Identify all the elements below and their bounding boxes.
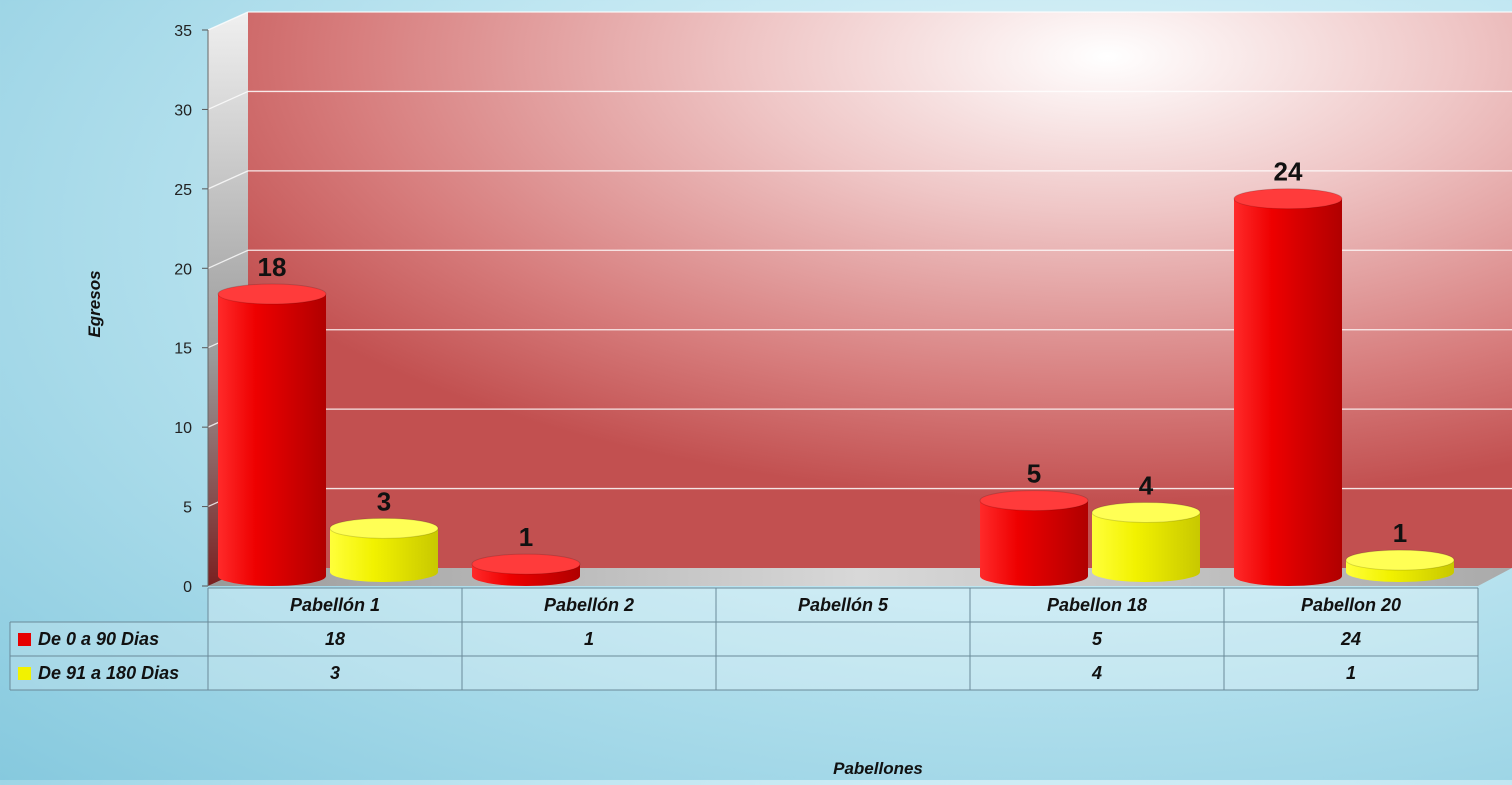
table-cell-value: 1 [1346, 663, 1356, 683]
table-cell-value: 1 [584, 629, 594, 649]
bar-body [980, 500, 1088, 586]
gridline-side [207, 249, 249, 269]
bar-de-0-a-90-4: 24 [1233, 157, 1343, 586]
bar-top [217, 283, 327, 305]
x-category-label: Pabellon 20 [1301, 595, 1401, 615]
table-cell-value: 18 [325, 629, 345, 649]
y-tick-label: 25 [174, 182, 192, 199]
data-label: 4 [1139, 470, 1154, 500]
legend-label: De 0 a 90 Dias [38, 629, 159, 649]
legend-swatch [18, 633, 31, 646]
gridline-side [207, 170, 249, 190]
bar-top [1091, 501, 1201, 523]
bar-body [330, 528, 438, 582]
data-table [208, 588, 1478, 690]
data-label: 24 [1274, 157, 1303, 187]
y-tick-label: 30 [174, 102, 192, 119]
bar-body [218, 294, 326, 586]
bar-de-0-a-90-3: 5 [979, 459, 1089, 586]
y-tick-label: 0 [183, 579, 192, 596]
bar-top [1233, 188, 1343, 210]
table-cell-value: 4 [1091, 663, 1102, 683]
bar-de-91-a-180-0: 3 [329, 486, 439, 582]
y-tick-label: 35 [174, 23, 192, 40]
legend-swatch [18, 667, 31, 680]
data-label: 18 [258, 252, 287, 282]
gridline-side [207, 90, 249, 111]
y-axis-title: Egresos [85, 270, 104, 337]
table-cell-value: 3 [330, 663, 340, 683]
y-tick-label: 10 [174, 420, 192, 437]
data-label: 1 [1393, 518, 1407, 548]
table-cell-value: 24 [1340, 629, 1361, 649]
bar-top [329, 517, 439, 539]
bar-de-91-a-180-4: 1 [1345, 518, 1455, 582]
bar-de-0-a-90-1: 1 [471, 522, 581, 586]
legend-label: De 91 a 180 Dias [38, 663, 179, 683]
x-category-label: Pabellón 5 [798, 595, 889, 615]
bar-de-91-a-180-3: 4 [1091, 470, 1201, 582]
table-cell-value: 5 [1092, 629, 1103, 649]
data-label: 5 [1027, 459, 1041, 489]
gridline-side [207, 11, 249, 31]
bar-de-0-a-90-0: 18 [217, 252, 327, 586]
bar-body [1234, 198, 1342, 586]
bar-body [1092, 512, 1200, 582]
bar-top [979, 490, 1089, 512]
data-label: 3 [377, 486, 391, 516]
data-label: 1 [519, 522, 533, 552]
x-category-label: Pabellon 18 [1047, 595, 1147, 615]
x-category-label: Pabellón 2 [544, 595, 634, 615]
x-axis-title: Pabellones [833, 759, 923, 778]
bar-top [471, 553, 581, 575]
x-category-label: Pabellón 1 [290, 595, 380, 615]
y-tick-label: 20 [174, 261, 192, 278]
bar-top [1345, 549, 1455, 571]
y-tick-label: 5 [183, 500, 192, 517]
y-tick-label: 15 [174, 341, 192, 358]
